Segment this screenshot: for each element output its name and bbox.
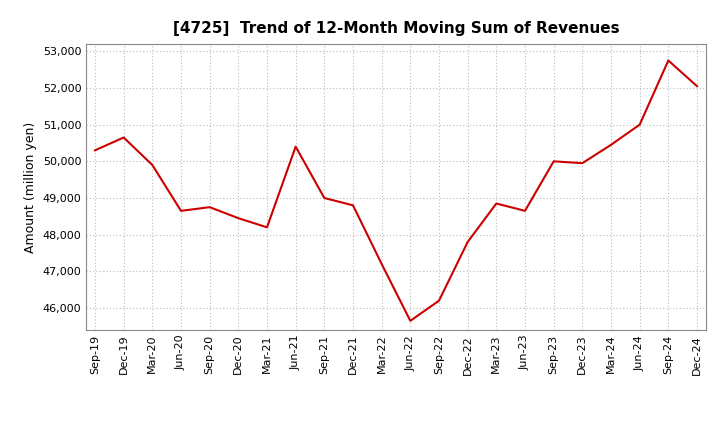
Y-axis label: Amount (million yen): Amount (million yen) bbox=[24, 121, 37, 253]
Title: [4725]  Trend of 12-Month Moving Sum of Revenues: [4725] Trend of 12-Month Moving Sum of R… bbox=[173, 21, 619, 36]
